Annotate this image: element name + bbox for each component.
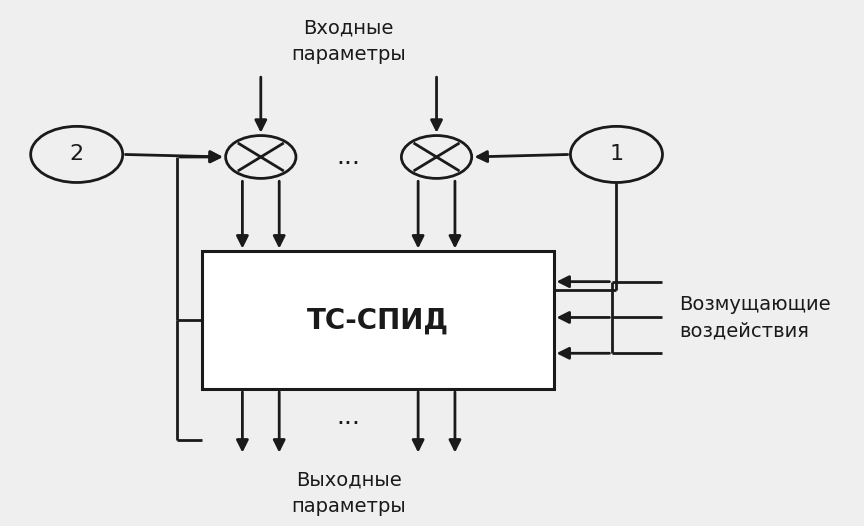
Text: ТС-СПИД: ТС-СПИД bbox=[307, 306, 449, 334]
Text: 1: 1 bbox=[609, 145, 624, 165]
Text: Входные
параметры: Входные параметры bbox=[291, 18, 406, 64]
Text: Выходные
параметры: Выходные параметры bbox=[291, 471, 406, 516]
Text: ...: ... bbox=[337, 145, 360, 169]
Circle shape bbox=[570, 126, 663, 183]
Circle shape bbox=[226, 136, 296, 178]
Bar bbox=[202, 251, 554, 389]
Circle shape bbox=[402, 136, 472, 178]
Circle shape bbox=[31, 126, 123, 183]
Text: ...: ... bbox=[337, 405, 360, 429]
Text: Возмущающие
воздействия: Возмущающие воздействия bbox=[679, 295, 831, 340]
Text: 2: 2 bbox=[70, 145, 84, 165]
